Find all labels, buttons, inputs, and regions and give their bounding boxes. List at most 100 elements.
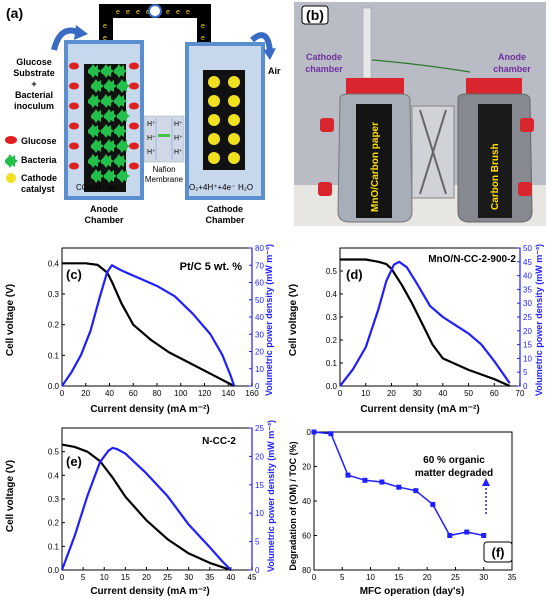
y2-tick-label: 60	[255, 279, 264, 288]
chart-c: 0 20 40 60 80 100 120 140 160 0.0 0.1 0.2 0.3 0.4 0 10 2…	[48, 244, 265, 398]
right-cap	[466, 78, 522, 94]
left-port-2	[318, 182, 332, 196]
y-tick-label: 0.2	[48, 519, 60, 528]
inflow-arrowhead	[74, 25, 88, 40]
panel-b-label-box	[301, 5, 329, 25]
degradation-point	[362, 477, 368, 483]
substrate-line-4: Bacterial	[15, 90, 53, 100]
wire-photo	[371, 59, 471, 73]
panel-d-label: (d)	[346, 267, 363, 282]
panel-e-label: (e)	[66, 454, 82, 469]
x-tick-label: 0	[338, 389, 343, 398]
y-tick-label: 40	[302, 497, 311, 506]
c-title: Pt/C 5 wt. %	[180, 261, 243, 273]
x-tick-label: 25	[163, 573, 172, 582]
air-arrowhead	[263, 48, 276, 60]
plot-frame	[339, 247, 521, 387]
y-tick-label: 0.2	[48, 321, 60, 330]
bacteria-icon	[91, 79, 104, 93]
inflow-arrow	[51, 27, 80, 51]
catalyst-icon	[228, 114, 240, 126]
x-tick-label: 15	[121, 573, 130, 582]
panel-b: (b) Cathode chamber Anode chamber MnO/Ca…	[294, 2, 546, 226]
substrate-line-1: Glucose	[16, 57, 52, 67]
y2-tick-label: 45	[523, 258, 532, 267]
y-tick-label: 0.2	[326, 336, 338, 345]
degradation-point	[328, 431, 334, 437]
glucose-icon	[129, 122, 139, 130]
f-annotation-1: 60 % organic	[423, 455, 485, 466]
glucose-icon	[69, 102, 79, 110]
cathode-chamber-label-2: chamber	[305, 64, 343, 74]
substrate-label: Glucose Substrate + Bacterial inoculum	[13, 57, 55, 111]
x-tick-label: 10	[361, 389, 370, 398]
bacteria-icon	[114, 94, 127, 108]
catalyst-icon	[228, 133, 240, 145]
bacteria-icon	[101, 64, 114, 78]
degradation-point	[447, 533, 453, 538]
y2-tick-label: 70	[255, 261, 264, 270]
y2-tick-label: 0	[255, 566, 260, 575]
f-annotation-2: matter degraded	[415, 468, 493, 479]
y-tick-label: 0.5	[326, 267, 338, 276]
x-tick-label: 35	[508, 573, 517, 582]
x-tick-label: 80	[153, 389, 162, 398]
carbon-paper	[356, 104, 392, 218]
y-tick-label: 0.5	[48, 448, 60, 457]
glucose-legend-icon	[5, 136, 17, 144]
y2-tick-label: 35	[523, 285, 532, 294]
cell-voltage-line	[62, 262, 235, 387]
y2-tick-label: 80	[255, 244, 264, 253]
x-tick-label: 0	[60, 573, 65, 582]
x-tick-label: 40	[105, 389, 114, 398]
x-tick-label: 120	[198, 389, 212, 398]
catalyst-icon	[228, 152, 240, 164]
anode-label-1: Anode	[90, 204, 118, 214]
panel-a-label: (a)	[6, 5, 23, 21]
water-label: H₂O	[238, 183, 253, 192]
y2-tick-label: 30	[523, 299, 532, 308]
cathode-chamber-label-1: Cathode	[306, 52, 342, 62]
glucose-icon	[129, 102, 139, 110]
bacteria-icon	[91, 169, 104, 183]
y2-tick-label: 5	[255, 538, 260, 547]
x-tick-label: 0	[312, 573, 317, 582]
power-density-line	[61, 264, 236, 387]
x-tick-label: 5	[81, 573, 86, 582]
panel-e: Cell voltage (V) Volumetric power densit…	[5, 420, 276, 597]
x-tick-label: 0	[60, 389, 65, 398]
anode-reaction: CO₂+H⁺+e⁻	[76, 183, 119, 192]
bacteria-icon	[101, 124, 114, 138]
cell-voltage-line	[340, 258, 511, 388]
catalyst-cluster	[208, 76, 240, 164]
bacteria-icon	[117, 169, 130, 183]
y2-tick-label: 10	[523, 354, 532, 363]
panel-d: Cell voltage (V) Volumetric power densit…	[288, 244, 544, 415]
y-tick-label: 0.3	[326, 313, 338, 322]
chart-d: 0 10 20 30 40 50 60 70 0.0 0.1 0.2 0.3 0.4 0.5 0 5 10 15 2…	[326, 244, 533, 398]
carbon-brush	[478, 104, 512, 218]
membrane-label-1: Nafion	[152, 165, 175, 174]
y2-tick-label: 30	[255, 330, 264, 339]
y2-tick-label: 50	[255, 296, 264, 305]
legend-a: Glucose Bacteria Cathode catalyst	[5, 136, 58, 194]
x-tick-label: 25	[451, 573, 460, 582]
bacteria-legend-icon	[5, 154, 18, 168]
y2-tick-label: 5	[523, 368, 528, 377]
x-tick-label: 10	[366, 573, 375, 582]
degradation-point	[481, 533, 487, 538]
legend-bacteria: Bacteria	[21, 155, 58, 165]
y-tick-label: 0.1	[48, 351, 60, 360]
f-annotation-arrowhead	[482, 478, 490, 486]
y2-tick-label: 20	[255, 348, 264, 357]
e-y2label: Volumetric power density (mW m⁻³)	[266, 420, 276, 572]
catalyst-icon	[208, 114, 220, 126]
glucose-icon	[129, 62, 139, 70]
panel-f-label: (f)	[492, 545, 505, 560]
panel-f: Degradation of (OM) / TOC (%) MFC operat…	[288, 428, 517, 597]
x-tick-label: 70	[516, 389, 525, 398]
glucose-icon	[69, 62, 79, 70]
x-tick-label: 35	[205, 573, 214, 582]
y-tick-label: 0.3	[48, 495, 60, 504]
